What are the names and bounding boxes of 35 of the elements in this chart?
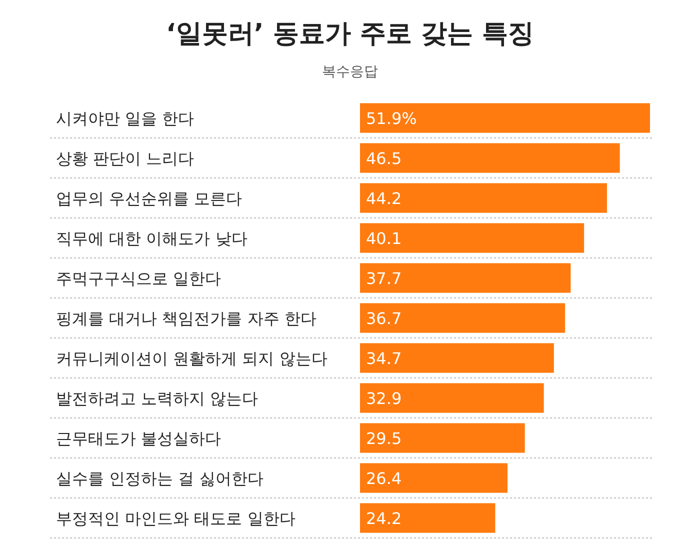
bar [360,263,571,293]
bar [360,463,508,493]
y-tick-label: 부정적인 마인드와 태도로 일한다 [56,509,296,528]
data-label: 51.9% [366,109,417,128]
bar [360,183,607,213]
bar [360,143,620,173]
y-tick-label: 발전하려고 노력하지 않는다 [56,389,258,408]
data-label: 26.4 [366,469,402,488]
y-tick-label: 실수를 인정하는 걸 싫어한다 [56,469,264,488]
data-label: 40.1 [366,229,402,248]
data-label: 37.7 [366,269,402,288]
data-label: 24.2 [366,509,402,528]
y-tick-label: 핑계를 대거나 책임전가를 자주 한다 [56,309,316,328]
bar [360,423,525,453]
data-label: 36.7 [366,309,402,328]
y-tick-label: 주먹구구식으로 일한다 [56,269,222,288]
data-label: 46.5 [366,149,402,168]
bar [360,383,544,413]
y-tick-label: 직무에 대한 이해도가 낮다 [56,229,248,248]
data-label: 44.2 [366,189,402,208]
data-label: 34.7 [366,349,402,368]
data-label: 32.9 [366,389,402,408]
bar [360,303,566,333]
y-tick-label: 업무의 우선순위를 모른다 [56,189,242,208]
bar [360,343,554,373]
chart-subtitle: 복수응답 [322,64,378,80]
data-label: 29.5 [366,429,402,448]
y-tick-label: 상황 판단이 느리다 [56,149,194,168]
bar [360,103,650,133]
y-tick-label: 커뮤니케이션이 원활하게 되지 않는다 [56,349,328,368]
bar [360,223,584,253]
y-tick-label: 근무태도가 불성실하다 [56,429,222,448]
bar [360,503,496,533]
chart-title: ‘일못러’ 동료가 주로 갖는 특징 [166,19,534,49]
y-tick-label: 시켜야만 일을 한다 [56,109,194,128]
